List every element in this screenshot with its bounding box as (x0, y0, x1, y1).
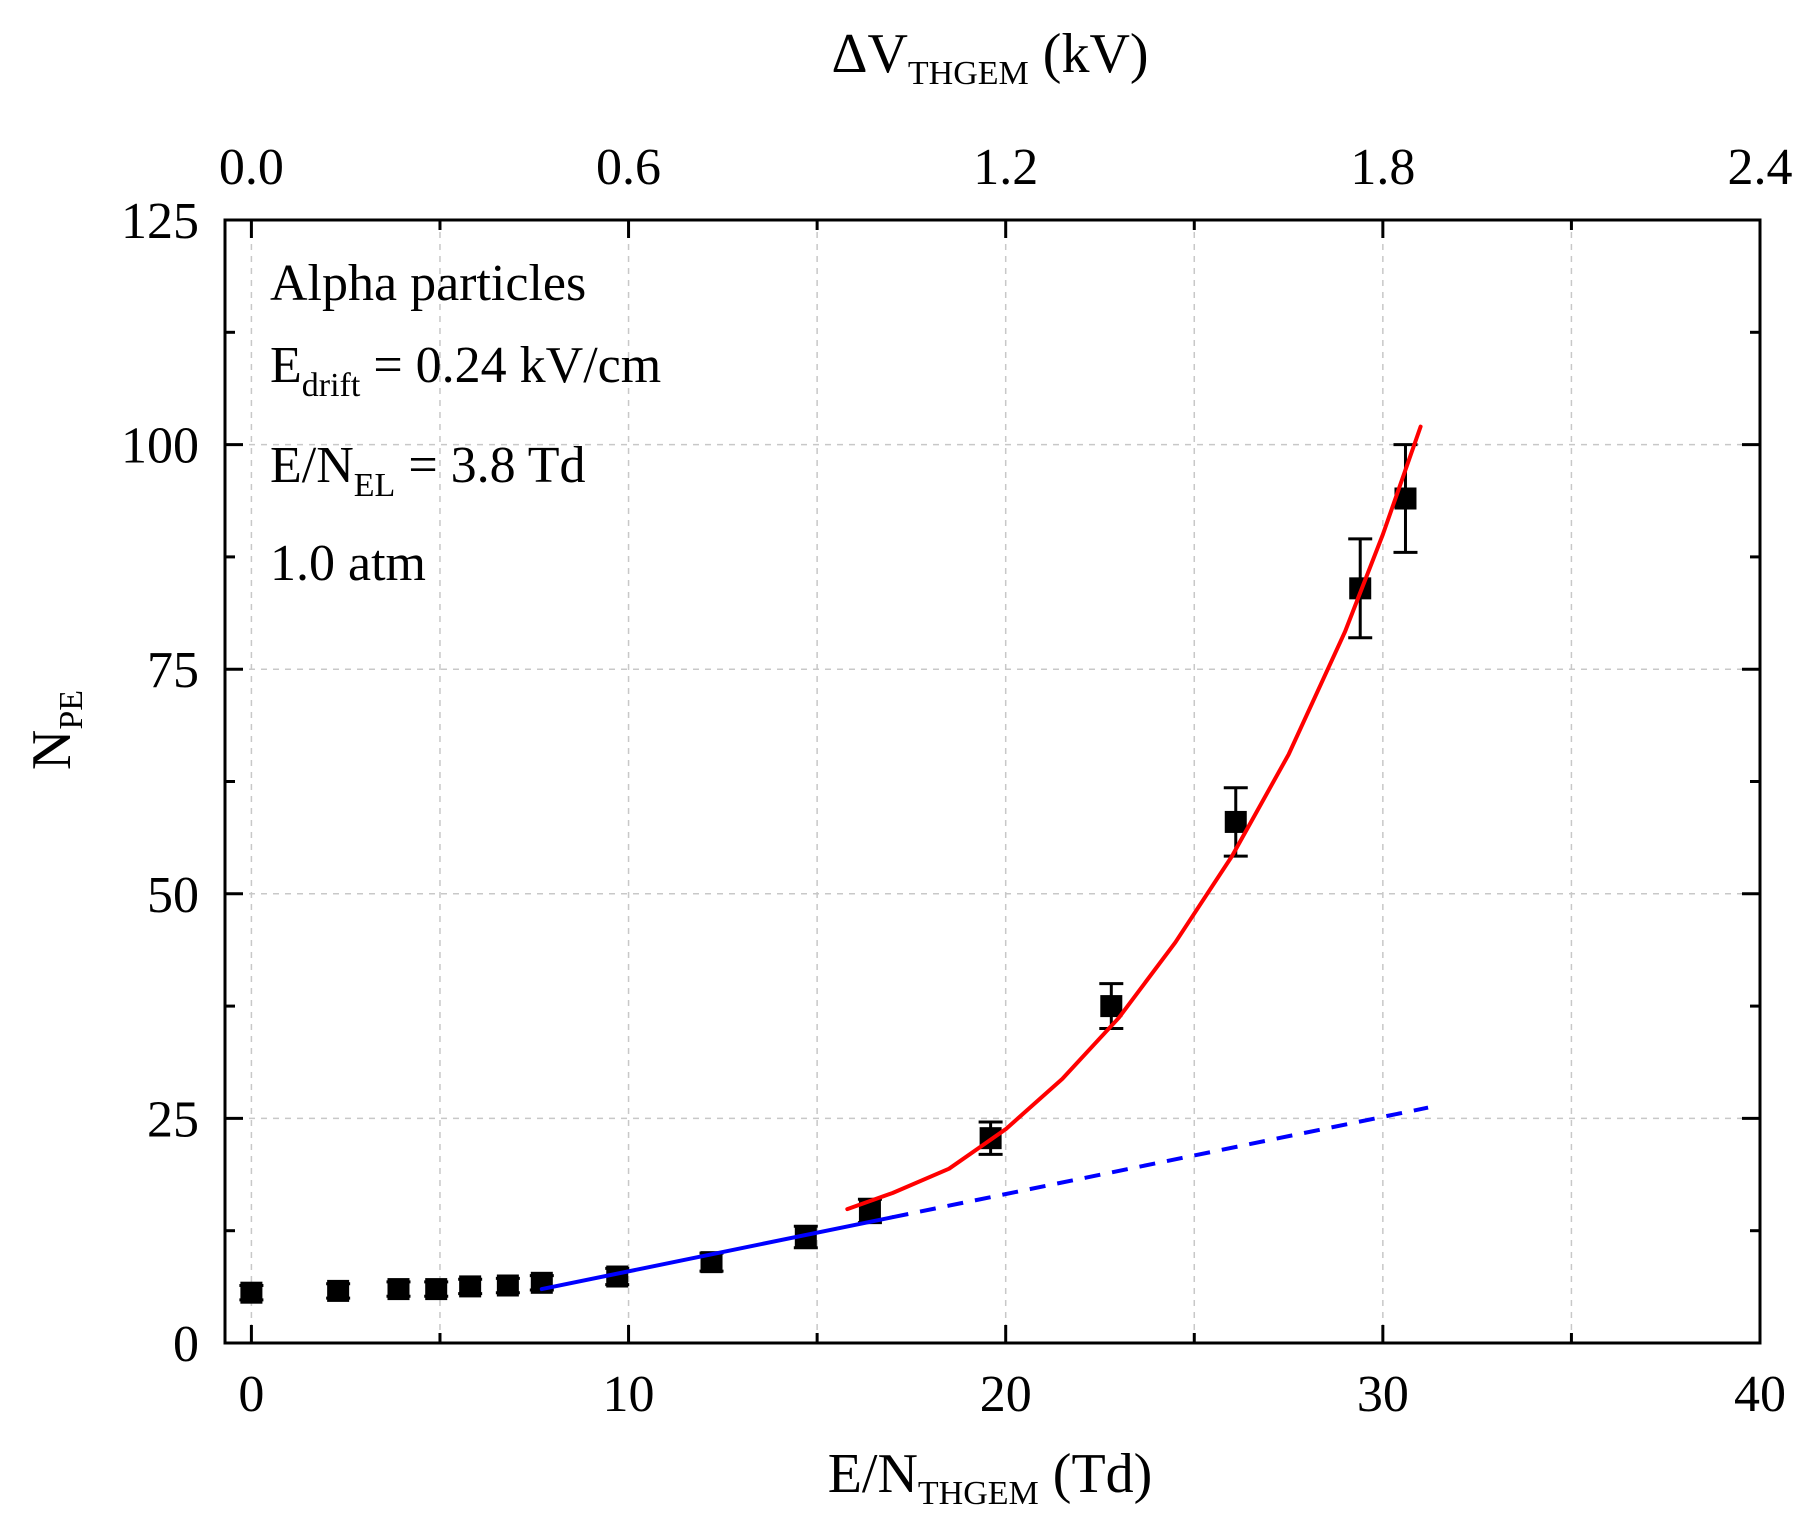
data-point (495, 1274, 520, 1297)
data-point (326, 1279, 351, 1302)
linear-fit-line (539, 1215, 895, 1292)
top-axis-title-sub: THGEM (908, 55, 1029, 92)
x2-tick-label: 1.8 (1350, 139, 1415, 196)
data-marker (425, 1278, 448, 1301)
x-tick-label: 0 (238, 1366, 264, 1423)
y-tick-label: 75 (147, 642, 199, 699)
y-tick-label: 0 (173, 1316, 199, 1373)
exponential-fit-line (845, 424, 1423, 1212)
data-marker (1100, 995, 1123, 1018)
data-marker (327, 1279, 350, 1302)
y-tick-label: 25 (147, 1091, 199, 1148)
x2-tick-label: 2.4 (1728, 139, 1793, 196)
data-point (1223, 786, 1248, 858)
x2-tick-label: 1.2 (973, 139, 1038, 196)
data-marker (459, 1275, 482, 1298)
data-marker (858, 1199, 881, 1222)
annotation-pressure: 1.0 atm (270, 535, 426, 592)
y-tick-label: 125 (121, 193, 199, 250)
y-axis-title: NPE (21, 690, 90, 770)
data-marker (387, 1278, 410, 1301)
y-axis-title-main: N (21, 730, 83, 770)
annotation-particles: Alpha particles (270, 255, 586, 312)
data-point (424, 1278, 449, 1301)
x2-tick-label: 0.0 (219, 139, 284, 196)
top-axis-title: ΔVTHGEM (kV) (831, 23, 1148, 92)
y-axis-title-sub: PE (53, 690, 90, 730)
y-tick-label: 100 (121, 418, 199, 475)
data-point (458, 1275, 483, 1298)
annotation-el-rest: = 3.8 Td (395, 437, 585, 494)
annotation-el-main: E/N (270, 437, 354, 494)
x-tick-label: 30 (1357, 1366, 1409, 1423)
data-point (386, 1278, 411, 1301)
annotation-el-sub: EL (354, 467, 396, 504)
x-tick-label: 10 (603, 1366, 655, 1423)
x-tick-label: 20 (980, 1366, 1032, 1423)
x-axis-title: E/NTHGEM (Td) (828, 1443, 1153, 1512)
annotation-drift-sub: drift (302, 367, 361, 404)
x-axis-title-sub: THGEM (918, 1475, 1039, 1512)
data-point (239, 1281, 264, 1304)
top-axis-title-unit: (kV) (1043, 23, 1149, 85)
x2-tick-label: 0.6 (596, 139, 661, 196)
annotation-drift-field: Edrift = 0.24 kV/cm (270, 337, 661, 404)
top-axis-title-main: ΔV (831, 23, 907, 85)
data-point (1099, 982, 1124, 1031)
data-marker (1224, 810, 1247, 833)
data-marker (240, 1281, 263, 1304)
annotation-drift-main: E (270, 337, 302, 394)
axis-ticks: 0 10 20 30 40 0.0 0.6 1.2 1.8 2.4 0 25 50 75 100 125 (121, 139, 1793, 1423)
plot-series (239, 424, 1429, 1304)
annotation-el-field: E/NEL = 3.8 Td (270, 437, 585, 504)
data-marker (496, 1274, 519, 1297)
x-axis-title-main: E/N (828, 1443, 918, 1505)
data-marker (1394, 487, 1417, 510)
annotation-drift-rest: = 0.24 kV/cm (360, 337, 661, 394)
x-tick-label: 40 (1734, 1366, 1786, 1423)
y-tick-label: 50 (147, 867, 199, 924)
linear-extrapolation-line (892, 1105, 1429, 1220)
grid-lines (225, 220, 1760, 1343)
x-axis-title-unit: (Td) (1053, 1443, 1153, 1505)
